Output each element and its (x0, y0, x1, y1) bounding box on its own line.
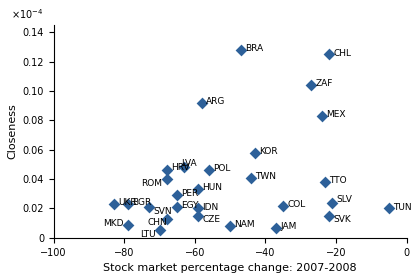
Text: JAM: JAM (280, 221, 297, 231)
Text: MEX: MEX (326, 110, 346, 119)
Text: BRA: BRA (245, 44, 263, 53)
Text: $\times10^{-4}$: $\times10^{-4}$ (11, 7, 44, 21)
Text: ZAF: ZAF (315, 79, 333, 88)
Text: MKD: MKD (103, 219, 123, 228)
Point (124, 222, 131, 227)
Point (174, 193, 181, 197)
Text: SLV: SLV (336, 195, 352, 204)
Point (163, 216, 170, 221)
Y-axis label: Closeness: Closeness (7, 104, 17, 159)
Point (273, 225, 279, 230)
Point (322, 180, 329, 184)
Text: TUN: TUN (393, 202, 412, 212)
Text: CHL: CHL (333, 48, 351, 57)
Point (252, 150, 258, 155)
Point (280, 203, 286, 208)
Point (199, 101, 205, 105)
Text: LVA: LVA (181, 159, 197, 168)
Text: KOR: KOR (259, 147, 278, 156)
Point (156, 228, 163, 233)
Point (163, 177, 170, 181)
Point (195, 214, 202, 218)
Text: EGY: EGY (181, 201, 199, 210)
Point (386, 206, 392, 211)
Text: ROM: ROM (142, 179, 163, 188)
Point (237, 48, 244, 52)
Text: TTO: TTO (330, 176, 347, 185)
Text: LTU: LTU (140, 230, 156, 239)
Point (174, 205, 181, 209)
Point (206, 168, 213, 172)
Text: UKR: UKR (118, 198, 136, 207)
Point (110, 202, 117, 206)
Point (326, 214, 332, 218)
Point (326, 52, 332, 57)
Point (195, 206, 202, 211)
Point (124, 202, 131, 206)
Point (227, 224, 234, 228)
X-axis label: Stock market percentage change: 2007-2008: Stock market percentage change: 2007-200… (103, 263, 357, 273)
Point (308, 83, 315, 87)
Text: ARG: ARG (206, 97, 226, 106)
Point (318, 114, 325, 118)
Text: POL: POL (213, 164, 231, 173)
Text: HUN: HUN (202, 183, 223, 192)
Text: IDN: IDN (202, 202, 219, 212)
Point (195, 187, 202, 192)
Text: BGR: BGR (132, 198, 151, 207)
Point (181, 165, 188, 170)
Text: COL: COL (287, 200, 305, 209)
Text: PER: PER (181, 189, 199, 198)
Point (146, 205, 152, 209)
Text: TWN: TWN (255, 172, 276, 181)
Text: SVN: SVN (153, 207, 172, 216)
Point (329, 200, 336, 205)
Text: NAM: NAM (234, 220, 255, 229)
Point (248, 175, 255, 180)
Text: SVK: SVK (333, 215, 351, 225)
Text: CZE: CZE (202, 215, 220, 225)
Text: HRV: HRV (171, 163, 189, 172)
Point (163, 168, 170, 172)
Text: CHN: CHN (147, 218, 167, 227)
